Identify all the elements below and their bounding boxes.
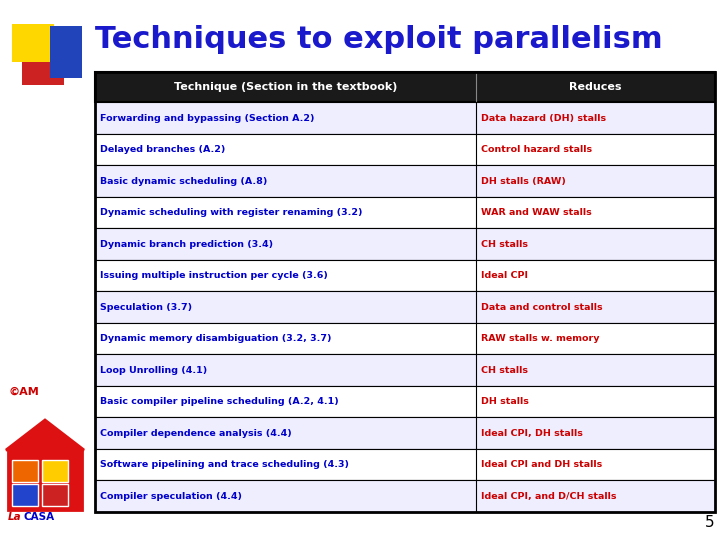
Bar	[8, 450, 82, 510]
Bar	[95, 417, 715, 449]
Text: Compiler speculation (4.4): Compiler speculation (4.4)	[100, 492, 242, 501]
Bar	[95, 449, 715, 481]
Bar	[42, 460, 68, 482]
Bar	[12, 24, 54, 62]
Bar	[95, 165, 715, 197]
Text: Techniques to exploit parallelism: Techniques to exploit parallelism	[95, 25, 662, 55]
Bar	[95, 72, 715, 512]
Text: Forwarding and bypassing (Section A.2): Forwarding and bypassing (Section A.2)	[100, 113, 315, 123]
Polygon shape	[6, 420, 84, 450]
Text: Control hazard stalls: Control hazard stalls	[481, 145, 593, 154]
Text: Issuing multiple instruction per cycle (3.6): Issuing multiple instruction per cycle (…	[100, 271, 328, 280]
Bar	[12, 484, 38, 506]
Bar	[22, 45, 64, 85]
Bar	[12, 460, 38, 482]
Bar	[95, 354, 715, 386]
Text: Reduces: Reduces	[570, 82, 622, 92]
Text: Dynamic scheduling with register renaming (3.2): Dynamic scheduling with register renamin…	[100, 208, 362, 217]
Text: RAW stalls w. memory: RAW stalls w. memory	[481, 334, 600, 343]
Bar	[95, 481, 715, 512]
Bar	[95, 72, 715, 103]
Bar	[42, 484, 68, 506]
Text: Delayed branches (A.2): Delayed branches (A.2)	[100, 145, 225, 154]
Text: Dynamic memory disambiguation (3.2, 3.7): Dynamic memory disambiguation (3.2, 3.7)	[100, 334, 331, 343]
Bar	[95, 292, 715, 323]
Text: Speculation (3.7): Speculation (3.7)	[100, 303, 192, 312]
Text: La: La	[8, 512, 22, 522]
Text: Software pipelining and trace scheduling (4.3): Software pipelining and trace scheduling…	[100, 460, 349, 469]
Text: Basic dynamic scheduling (A.8): Basic dynamic scheduling (A.8)	[100, 177, 267, 186]
Bar	[95, 197, 715, 228]
Text: Compiler dependence analysis (4.4): Compiler dependence analysis (4.4)	[100, 429, 292, 438]
Text: CH stalls: CH stalls	[481, 240, 528, 248]
Bar	[95, 386, 715, 417]
Text: Ideal CPI, and D/CH stalls: Ideal CPI, and D/CH stalls	[481, 492, 617, 501]
Text: CASA: CASA	[24, 512, 55, 522]
Bar	[95, 323, 715, 354]
Bar	[95, 103, 715, 134]
Text: Basic compiler pipeline scheduling (A.2, 4.1): Basic compiler pipeline scheduling (A.2,…	[100, 397, 338, 406]
Text: Data and control stalls: Data and control stalls	[481, 303, 603, 312]
Text: Technique (Section in the textbook): Technique (Section in the textbook)	[174, 82, 397, 92]
Text: Loop Unrolling (4.1): Loop Unrolling (4.1)	[100, 366, 207, 375]
Bar	[50, 26, 82, 78]
Text: Data hazard (DH) stalls: Data hazard (DH) stalls	[481, 113, 606, 123]
Text: DH stalls (RAW): DH stalls (RAW)	[481, 177, 566, 186]
Text: DH stalls: DH stalls	[481, 397, 529, 406]
Text: CH stalls: CH stalls	[481, 366, 528, 375]
Text: Ideal CPI and DH stalls: Ideal CPI and DH stalls	[481, 460, 603, 469]
Text: Ideal CPI, DH stalls: Ideal CPI, DH stalls	[481, 429, 583, 438]
Text: ©AM: ©AM	[8, 387, 39, 397]
Text: WAR and WAW stalls: WAR and WAW stalls	[481, 208, 592, 217]
Bar	[95, 228, 715, 260]
Bar	[95, 260, 715, 292]
Text: 5: 5	[706, 515, 715, 530]
Text: Dynamic branch prediction (3.4): Dynamic branch prediction (3.4)	[100, 240, 273, 248]
Bar	[95, 134, 715, 165]
Text: Ideal CPI: Ideal CPI	[481, 271, 528, 280]
